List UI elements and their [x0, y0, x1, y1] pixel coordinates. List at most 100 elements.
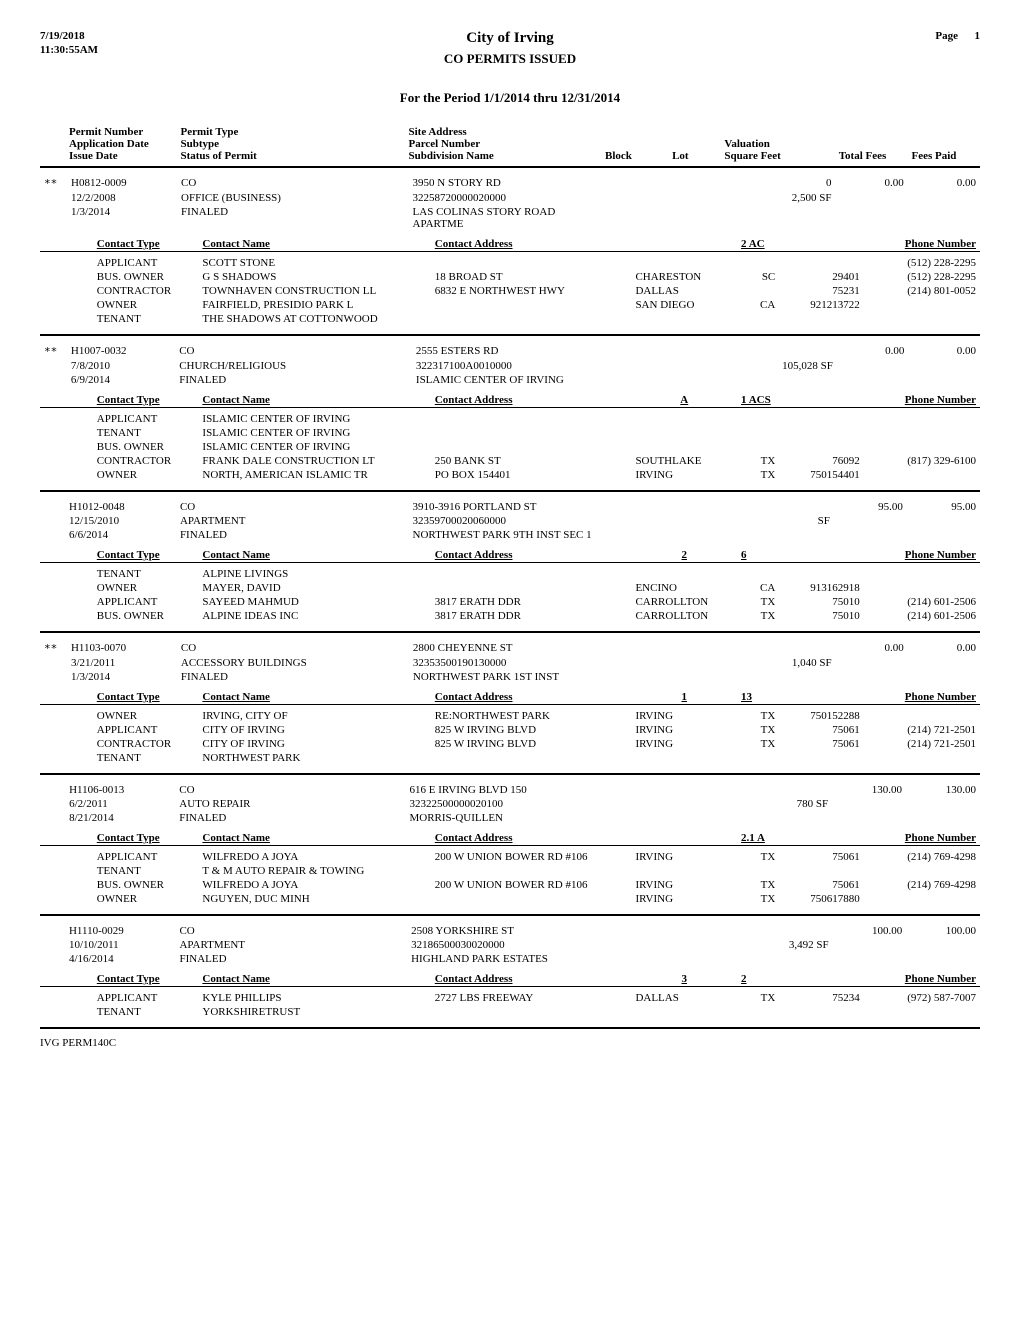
- contact-row: BUS. OWNER ISLAMIC CENTER OF IRVING: [40, 440, 980, 454]
- contact-row: CONTRACTOR TOWNHAVEN CONSTRUCTION LL 683…: [40, 284, 980, 298]
- contact-name: YORKSHIRETRUST: [198, 1005, 430, 1019]
- contact-type: APPLICANT: [93, 723, 199, 737]
- status: FINALED: [176, 528, 409, 542]
- contact-block: [631, 237, 737, 251]
- hdr-contact-address: Contact Address: [431, 237, 632, 251]
- hdr-contact-name: Contact Name: [198, 831, 430, 845]
- contact-state: CA: [737, 581, 779, 595]
- contact-zip: [779, 412, 863, 426]
- contact-row: APPLICANT KYLE PHILLIPS 2727 LBS FREEWAY…: [40, 991, 980, 1005]
- contact-type: BUS. OWNER: [93, 440, 199, 454]
- contact-city: IRVING: [631, 709, 737, 723]
- contact-city: ENCINO: [631, 581, 737, 595]
- contact-type: OWNER: [93, 298, 199, 312]
- hdr-phone-number: Phone Number: [864, 831, 980, 845]
- contact-row: OWNER MAYER, DAVID ENCINO CA 913162918: [40, 581, 980, 595]
- contact-state: [737, 1005, 779, 1019]
- hdr-square-feet: Square Feet: [720, 150, 834, 162]
- fees-paid: 0.00: [908, 176, 980, 191]
- contact-phone: (817) 329-6100: [864, 454, 980, 468]
- hdr-contact-address: Contact Address: [431, 393, 632, 407]
- contact-type: OWNER: [93, 709, 199, 723]
- contact-phone: (214) 769-4298: [864, 878, 980, 892]
- site-address: 2800 CHEYENNE ST: [409, 641, 611, 656]
- contact-state: TX: [737, 991, 779, 1005]
- valuation: [783, 783, 832, 797]
- contact-phone: [864, 751, 980, 765]
- valuation: 0: [786, 176, 836, 191]
- report-subtitle: CO PERMITS ISSUED: [40, 51, 980, 67]
- star-marker: [40, 500, 65, 514]
- valuation: [784, 924, 833, 938]
- permit-type: CO: [177, 641, 409, 656]
- contact-row: APPLICANT SAYEED MAHMUD 3817 ERATH DDR C…: [40, 595, 980, 609]
- contact-city: SAN DIEGO: [631, 298, 737, 312]
- total-fees: 0.00: [836, 176, 908, 191]
- period-text: For the Period 1/1/2014 thru 12/31/2014: [40, 90, 980, 106]
- parcel-number: 32186500030020000: [407, 938, 609, 952]
- contact-block: [631, 831, 737, 845]
- parcel-number: 32258720000020000: [409, 191, 611, 205]
- contact-phone: [864, 567, 980, 581]
- permit-number: H1106-0013: [65, 783, 175, 797]
- contact-rows: APPLICANT SCOTT STONE (512) 228-2295 BUS…: [40, 256, 980, 326]
- contact-row: BUS. OWNER ALPINE IDEAS INC 3817 ERATH D…: [40, 609, 980, 623]
- contact-lot: 2.1 A: [737, 831, 779, 845]
- status: FINALED: [175, 373, 412, 387]
- contact-type: TENANT: [93, 864, 199, 878]
- contact-name: CITY OF IRVING: [198, 737, 430, 751]
- contact-address: 3817 ERATH DDR: [431, 595, 632, 609]
- contact-state: [737, 864, 779, 878]
- hdr-site-address: Site Address: [405, 126, 602, 138]
- contact-zip: [779, 1005, 863, 1019]
- contact-zip: 75061: [779, 737, 863, 751]
- contact-row: CONTRACTOR FRANK DALE CONSTRUCTION LT 25…: [40, 454, 980, 468]
- hdr-fees-paid: Fees Paid: [908, 150, 980, 162]
- total-fees: 0.00: [837, 344, 909, 359]
- contact-address: 200 W UNION BOWER RD #106: [431, 878, 632, 892]
- contact-zip: 75061: [779, 723, 863, 737]
- hdr-subdivision: Subdivision Name: [405, 150, 602, 162]
- contact-name: IRVING, CITY OF: [198, 709, 430, 723]
- hdr-contact-name: Contact Name: [198, 972, 430, 986]
- star-marker: **: [40, 344, 67, 359]
- contact-address: RE:NORTHWEST PARK: [431, 709, 632, 723]
- hdr-permit-number: Permit Number: [65, 126, 176, 138]
- application-date: 7/8/2010: [67, 359, 175, 373]
- title-block: City of Irving CO PERMITS ISSUED: [40, 30, 980, 67]
- hdr-issue-date: Issue Date: [65, 150, 176, 162]
- contact-type: TENANT: [93, 1005, 199, 1019]
- contact-address: 18 BROAD ST: [431, 270, 632, 284]
- contact-lot: 1 ACS: [737, 393, 779, 407]
- star-marker: **: [40, 176, 67, 191]
- contact-state: TX: [737, 595, 779, 609]
- contact-type: APPLICANT: [93, 991, 199, 1005]
- contact-state: [737, 751, 779, 765]
- contact-type: BUS. OWNER: [93, 609, 199, 623]
- page-number: 1: [975, 30, 981, 42]
- contact-type: CONTRACTOR: [93, 737, 199, 751]
- hdr-contact-type: Contact Type: [93, 690, 199, 704]
- hdr-contact-type: Contact Type: [93, 393, 199, 407]
- contact-name: FAIRFIELD, PRESIDIO PARK L: [198, 298, 430, 312]
- contact-type: OWNER: [93, 581, 199, 595]
- permit-main-table: ** H0812-0009 CO 3950 N STORY RD 0 0.00 …: [40, 176, 980, 231]
- contact-zip: 750154401: [779, 468, 863, 482]
- contact-address: 250 BANK ST: [431, 454, 632, 468]
- hdr-phone-number: Phone Number: [864, 393, 980, 407]
- contact-zip: 921213722: [779, 298, 863, 312]
- valuation: [788, 344, 837, 359]
- contact-header: Contact Type Contact Name Contact Addres…: [40, 548, 980, 563]
- contact-row: OWNER NORTH, AMERICAN ISLAMIC TR PO BOX …: [40, 468, 980, 482]
- contact-type: APPLICANT: [93, 850, 199, 864]
- contact-phone: [864, 581, 980, 595]
- contact-row: TENANT NORTHWEST PARK: [40, 751, 980, 765]
- contact-header: Contact Type Contact Name Contact Addres…: [40, 237, 980, 252]
- contact-header: Contact Type Contact Name Contact Addres…: [40, 831, 980, 846]
- permit-type: CO: [176, 500, 409, 514]
- permit-group: ** H1103-0070 CO 2800 CHEYENNE ST 0.00 0…: [40, 641, 980, 775]
- permit-main-table: ** H1007-0032 CO 2555 ESTERS RD 0.00 0.0…: [40, 344, 980, 387]
- contact-name: ALPINE IDEAS INC: [198, 609, 430, 623]
- total-fees: 95.00: [834, 500, 907, 514]
- contact-city: [631, 440, 737, 454]
